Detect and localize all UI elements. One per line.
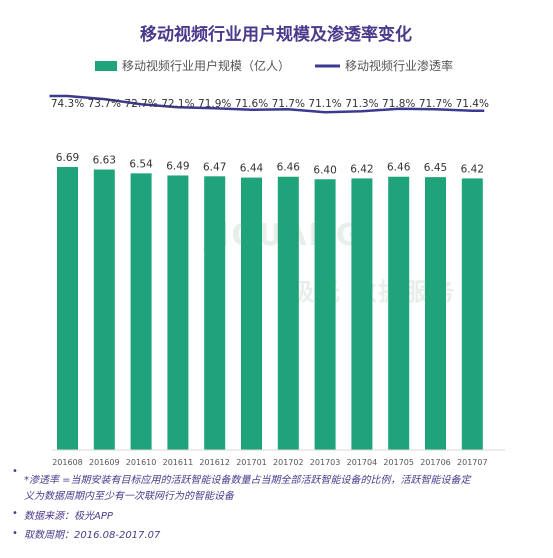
x-tick-label: 201706 bbox=[420, 458, 451, 467]
bar-201611 bbox=[167, 175, 189, 450]
legend-swatch-user-scale bbox=[95, 61, 117, 71]
x-tick-label: 201701 bbox=[236, 458, 267, 467]
penetration-value-label: 71.1% bbox=[308, 98, 341, 110]
penetration-value-label: 74.3% bbox=[51, 98, 84, 110]
legend-label-penetration: 移动视频行业渗透率 bbox=[345, 58, 453, 73]
bar-201704 bbox=[351, 178, 373, 451]
note-bullet-3: • bbox=[12, 528, 18, 539]
penetration-value-label: 71.3% bbox=[345, 98, 378, 110]
bar-value-label: 6.45 bbox=[424, 162, 447, 174]
bar-value-label: 6.44 bbox=[240, 163, 264, 175]
bar-201608 bbox=[57, 167, 78, 450]
penetration-value-label: 71.7% bbox=[272, 98, 305, 110]
footnotes: • *渗透率 =当期安装有目标应用的活跃智能设备数量占当期全部活跃智能设备的比例… bbox=[12, 466, 473, 541]
bar-value-label: 6.46 bbox=[387, 162, 411, 174]
penetration-value-label: 71.6% bbox=[235, 98, 268, 110]
legend-label-user-scale: 移动视频行业用户规模（亿人） bbox=[122, 58, 290, 73]
bar-201702 bbox=[277, 176, 299, 451]
chart-title: 移动视频行业用户规模及渗透率变化 bbox=[140, 24, 412, 45]
legend: 移动视频行业用户规模（亿人） 移动视频行业渗透率 bbox=[95, 58, 453, 73]
penetration-value-label: 72.1% bbox=[161, 98, 194, 110]
penetration-value-label: 73.7% bbox=[88, 98, 121, 110]
note-data-period: 取数周期：2016.08-2017.07 bbox=[24, 529, 161, 541]
bar-201707 bbox=[461, 178, 483, 451]
bar-value-label: 6.40 bbox=[313, 164, 336, 176]
x-tick-label: 201611 bbox=[163, 458, 194, 467]
x-tick-label: 201608 bbox=[52, 458, 83, 467]
bar-value-label: 6.47 bbox=[203, 161, 226, 173]
x-tick-label: 201704 bbox=[347, 458, 378, 467]
penetration-value-labels: 74.3% 73.7% 72.7% 72.1% 71.9% 71.6% 71.7% 71.1%… bbox=[51, 98, 489, 110]
bar-value-label: 6.54 bbox=[129, 158, 153, 170]
bar-value-label: 6.49 bbox=[166, 160, 189, 172]
bar-201703 bbox=[314, 179, 336, 450]
bar-value-labels: 6.69 6.63 6.54 6.49 6.47 6.44 6.46 6.40 6.42 6.46… bbox=[56, 152, 484, 176]
note-bullet-2: • bbox=[12, 508, 18, 519]
bar-value-label: 6.46 bbox=[277, 162, 301, 174]
penetration-value-label: 71.4% bbox=[456, 98, 489, 110]
note-bullet-1: • bbox=[12, 466, 18, 477]
penetration-value-label: 71.7% bbox=[419, 98, 452, 110]
bar-series bbox=[57, 167, 483, 451]
penetration-line bbox=[49, 94, 485, 114]
x-tick-label: 201703 bbox=[310, 458, 341, 467]
bar-201609 bbox=[93, 169, 115, 450]
bar-201612 bbox=[204, 176, 226, 450]
bar-201706 bbox=[425, 177, 446, 450]
x-tick-label: 201702 bbox=[273, 458, 304, 467]
note-penetration-definition-line-2: 义为数据周期内至少有一次联网行为的智能设备 bbox=[24, 490, 235, 502]
bar-value-label: 6.42 bbox=[461, 163, 484, 175]
penetration-value-label: 72.7% bbox=[124, 98, 157, 110]
bar-value-label: 6.69 bbox=[56, 152, 79, 164]
x-axis-ticks: 201608 201609 201610 201611 201612 201701 2017… bbox=[52, 458, 487, 467]
x-tick-label: 201609 bbox=[89, 458, 120, 467]
note-penetration-definition-line-1: *渗透率 =当期安装有目标应用的活跃智能设备数量占当期全部活跃智能设备的比例，活… bbox=[24, 474, 473, 486]
x-tick-label: 201705 bbox=[383, 458, 414, 467]
bar-201701 bbox=[241, 177, 262, 450]
bar-201705 bbox=[388, 176, 410, 451]
x-tick-label: 201610 bbox=[126, 458, 157, 467]
x-tick-label: 201612 bbox=[199, 458, 230, 467]
bar-value-label: 6.63 bbox=[93, 155, 116, 167]
note-data-source: 数据来源：极光APP bbox=[24, 510, 114, 522]
bar-value-label: 6.42 bbox=[350, 163, 373, 175]
bar-201610 bbox=[130, 173, 152, 451]
penetration-value-label: 71.9% bbox=[198, 98, 231, 110]
x-tick-label: 201707 bbox=[457, 458, 488, 467]
penetration-value-label: 71.8% bbox=[382, 98, 415, 110]
